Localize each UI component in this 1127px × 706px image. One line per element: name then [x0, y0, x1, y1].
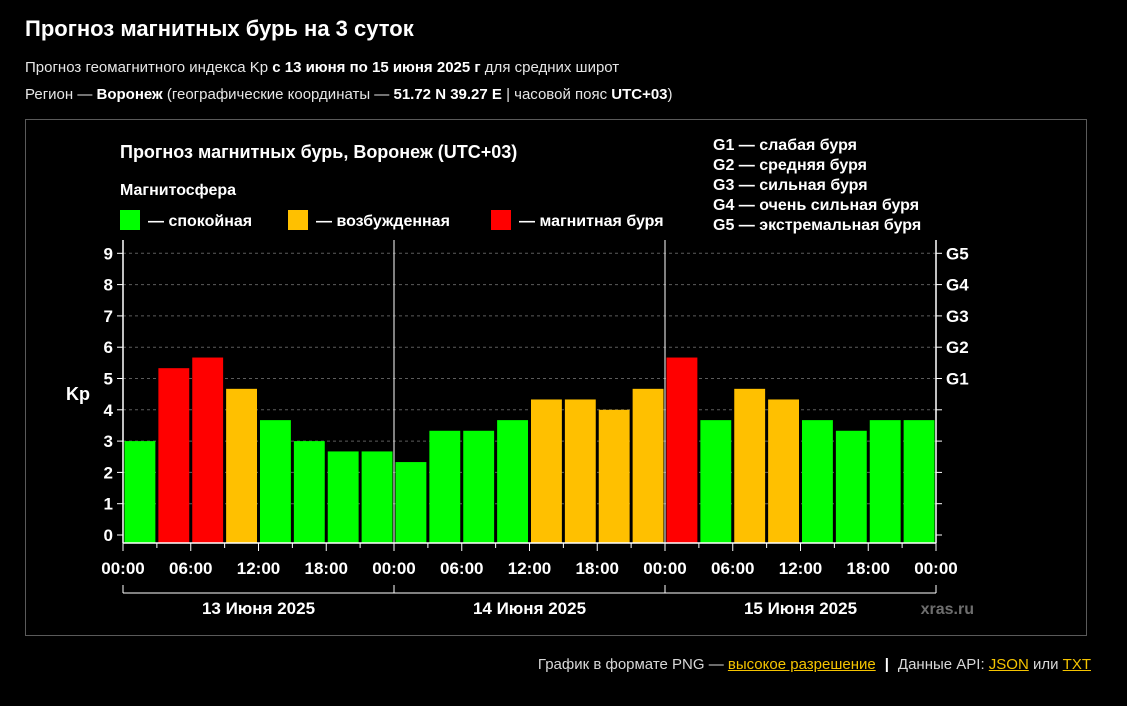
kp-bar	[564, 399, 596, 543]
g-scale-description: G4 — очень сильная буря	[713, 197, 919, 214]
high-res-png-link[interactable]: высокое разрешение	[727, 656, 876, 673]
png-text: График в формате PNG —	[537, 656, 728, 673]
legend-label: — магнитная буря	[519, 213, 664, 230]
footer: График в формате PNG — высокое разрешени…	[538, 656, 1091, 673]
kp-bar	[361, 451, 393, 543]
kp-bar	[327, 451, 359, 543]
page-title: Прогноз магнитных бурь на 3 суток	[25, 16, 414, 41]
day-label: 15 Июня 2025	[744, 599, 857, 618]
kp-forecast-chart: 0 1 2 3 4 5 6 7 8 9 G1 G2 G3 G4 G5 Kp 00:00 06:00 12:00 18:…	[66, 137, 974, 618]
x-tick-label: 00:00	[643, 559, 686, 578]
kp-bar	[497, 420, 528, 543]
region-prefix: Регион —	[25, 86, 97, 103]
chart-title: Прогноз магнитных бурь, Воронеж (UTC+03)	[120, 142, 517, 162]
day-label: 14 Июня 2025	[473, 599, 586, 618]
g-scale-description: G1 — слабая буря	[713, 137, 857, 154]
kp-bar	[734, 388, 766, 543]
kp-bar	[700, 420, 732, 543]
y-tick-label: 6	[104, 338, 113, 357]
kp-bar	[531, 399, 562, 543]
kp-bar	[666, 357, 698, 543]
x-tick-label: 18:00	[576, 559, 619, 578]
x-tick-label: 12:00	[508, 559, 551, 578]
g-scale-description: G5 — экстремальная буря	[713, 217, 921, 234]
region-name: Воронеж	[96, 86, 163, 103]
x-tick-label: 18:00	[305, 559, 348, 578]
kp-bar	[192, 357, 224, 543]
y-tick-label: 8	[104, 276, 113, 295]
period-prefix: Прогноз геомагнитного индекса Kp	[25, 59, 273, 76]
kp-bar	[124, 441, 156, 543]
kp-bar	[835, 430, 867, 543]
region-coords: 51.72 N 39.27 E	[393, 86, 502, 103]
x-tick-label: 06:00	[711, 559, 754, 578]
g-scale-description: G2 — средняя буря	[713, 157, 867, 174]
kp-bar	[903, 420, 935, 543]
y-tick-label: 3	[104, 432, 113, 451]
day-label: 13 Июня 2025	[202, 599, 315, 618]
x-tick-label: 06:00	[169, 559, 212, 578]
y-axis-label: Kp	[66, 384, 90, 404]
legend-label: — возбужденная	[316, 213, 450, 230]
kp-bar	[260, 420, 291, 543]
y-tick-label: 5	[104, 370, 113, 389]
y-tick-label: 4	[104, 401, 114, 420]
x-tick-label: 12:00	[237, 559, 280, 578]
coords-prefix: (географические координаты —	[162, 86, 394, 103]
y-tick-label: 2	[104, 463, 113, 482]
kp-bar	[598, 409, 630, 543]
legend-title: Магнитосфера	[120, 182, 236, 199]
kp-bar	[802, 420, 833, 543]
x-tick-label: 00:00	[914, 559, 957, 578]
x-tick-label: 18:00	[847, 559, 890, 578]
tz-prefix: | часовой пояс	[501, 86, 612, 103]
kp-bar	[632, 388, 664, 543]
g-scale-tick-label: G3	[946, 307, 969, 326]
period-suffix: для средних широт	[480, 59, 620, 76]
kp-bar	[463, 430, 495, 543]
chart-panel: 0 1 2 3 4 5 6 7 8 9 G1 G2 G3 G4 G5 Kp 00:00 06:00 12:00 18:…	[25, 119, 1087, 636]
y-tick-label: 9	[104, 244, 113, 263]
watermark: xras.ru	[921, 601, 974, 618]
y-tick-label: 0	[104, 526, 113, 545]
forecast-period-line: Прогноз геомагнитного индекса Kp с 13 ию…	[25, 59, 619, 76]
y-tick-label: 7	[104, 307, 113, 326]
x-tick-label: 00:00	[101, 559, 144, 578]
g-scale-tick-label: G4	[946, 276, 969, 295]
y-tick-label: 1	[104, 495, 113, 514]
region-line: Регион — Воронеж (географические координ…	[25, 86, 673, 103]
legend-swatch	[491, 210, 511, 230]
or-text: или	[1028, 656, 1063, 673]
api-text: Данные API:	[897, 656, 989, 673]
kp-bar	[429, 430, 461, 543]
kp-bar	[158, 368, 190, 543]
period-dates: с 13 июня по 15 июня 2025 г	[272, 59, 481, 76]
kp-bar	[869, 420, 901, 543]
g-scale-tick-label: G5	[946, 244, 969, 263]
json-api-link[interactable]: JSON	[988, 656, 1029, 673]
kp-bar	[293, 441, 325, 543]
x-tick-label: 00:00	[372, 559, 415, 578]
g-scale-description: G3 — сильная буря	[713, 177, 868, 194]
g-scale-tick-label: G1	[946, 370, 969, 389]
kp-bar	[768, 399, 799, 543]
legend-swatch	[120, 210, 140, 230]
x-tick-label: 06:00	[440, 559, 483, 578]
legend-label: — спокойная	[148, 213, 252, 230]
g-scale-tick-label: G2	[946, 338, 969, 357]
x-tick-label: 12:00	[779, 559, 822, 578]
region-suffix: )	[667, 86, 673, 103]
legend-swatch	[288, 210, 308, 230]
region-timezone: UTC+03	[611, 86, 668, 103]
footer-divider: |	[884, 656, 889, 673]
kp-bar	[226, 388, 257, 543]
kp-bar	[395, 462, 427, 543]
txt-api-link[interactable]: TXT	[1062, 656, 1091, 673]
